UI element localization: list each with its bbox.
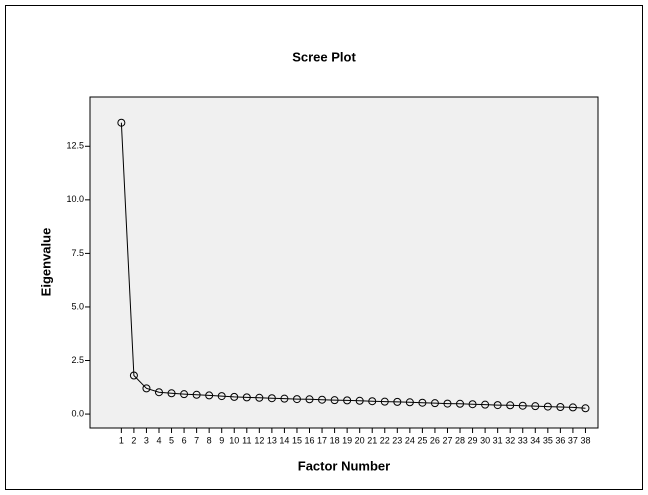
point-marker (343, 396, 352, 405)
x-tick-label: 16 (304, 435, 314, 445)
point-marker (355, 396, 364, 405)
point-marker (368, 397, 377, 406)
y-tick-label: 12.5 (66, 141, 84, 151)
x-tick-label: 32 (505, 435, 515, 445)
point-marker (167, 389, 176, 398)
point-marker (129, 371, 138, 380)
x-tick-label: 20 (355, 435, 365, 445)
point-marker (443, 399, 452, 408)
y-tick-label: 2.5 (71, 355, 84, 365)
point-marker (430, 399, 439, 408)
x-tick-label: 28 (455, 435, 465, 445)
x-tick-label: 15 (292, 435, 302, 445)
point-marker (405, 398, 414, 407)
x-tick-label: 23 (392, 435, 402, 445)
x-tick-label: 2 (131, 435, 136, 445)
y-tick-label: 10.0 (66, 194, 84, 204)
point-marker (267, 394, 276, 403)
x-tick-label: 11 (242, 435, 251, 445)
x-tick-label: 6 (182, 435, 187, 445)
point-marker (318, 395, 327, 404)
x-tick-label: 29 (468, 435, 478, 445)
point-marker (242, 393, 251, 402)
point-marker (280, 394, 289, 403)
point-marker (481, 400, 490, 409)
point-marker (192, 390, 201, 399)
y-axis-title: Eigenvalue (38, 228, 53, 297)
point-marker (230, 392, 239, 401)
point-marker (581, 404, 590, 413)
x-tick-label: 26 (430, 435, 440, 445)
x-tick-label: 24 (405, 435, 415, 445)
x-tick-label: 3 (144, 435, 149, 445)
point-marker (305, 395, 314, 404)
x-tick-label: 25 (417, 435, 427, 445)
point-marker (180, 390, 189, 399)
point-marker (468, 400, 477, 409)
x-tick-label: 17 (317, 435, 327, 445)
x-tick-label: 21 (367, 435, 377, 445)
point-marker (506, 401, 515, 410)
y-tick-label: 0.0 (71, 408, 84, 418)
x-tick-label: 38 (580, 435, 590, 445)
point-marker (556, 403, 565, 412)
x-tick-label: 19 (342, 435, 352, 445)
x-tick-label: 35 (543, 435, 553, 445)
point-marker (543, 402, 552, 411)
x-tick-label: 12 (254, 435, 264, 445)
point-marker (568, 403, 577, 412)
point-marker (154, 388, 163, 397)
point-marker (330, 396, 339, 405)
x-tick-label: 33 (518, 435, 528, 445)
x-tick-label: 7 (194, 435, 199, 445)
x-tick-label: 8 (207, 435, 212, 445)
series-line (120, 122, 586, 409)
point-marker (418, 398, 427, 407)
x-tick-label: 13 (267, 435, 277, 445)
x-tick-label: 5 (169, 435, 174, 445)
x-tick-label: 9 (219, 435, 224, 445)
x-tick-label: 10 (229, 435, 239, 445)
x-tick-label: 1 (119, 435, 124, 445)
point-marker (217, 392, 226, 401)
point-marker (393, 397, 402, 406)
x-axis-title: Factor Number (298, 458, 390, 473)
x-tick-label: 37 (568, 435, 578, 445)
x-tick-label: 22 (380, 435, 390, 445)
point-marker (380, 397, 389, 406)
point-marker (456, 399, 465, 408)
point-marker (142, 384, 151, 393)
x-tick-label: 14 (279, 435, 289, 445)
chart-title: Scree Plot (292, 49, 356, 64)
x-tick-label: 30 (480, 435, 490, 445)
x-tick-label: 18 (330, 435, 340, 445)
x-tick-label: 34 (530, 435, 540, 445)
point-marker (292, 395, 301, 404)
point-marker (518, 401, 527, 410)
point-marker (493, 401, 502, 410)
x-tick-label: 36 (555, 435, 565, 445)
point-marker (205, 391, 214, 400)
x-tick-label: 27 (442, 435, 452, 445)
plot-area (89, 96, 599, 429)
y-tick-label: 5.0 (71, 301, 84, 311)
y-tick-label: 7.5 (71, 248, 84, 258)
point-marker (531, 402, 540, 411)
x-tick-label: 31 (493, 435, 503, 445)
x-tick-label: 4 (156, 435, 161, 445)
point-marker (255, 393, 264, 402)
point-marker (117, 118, 126, 127)
